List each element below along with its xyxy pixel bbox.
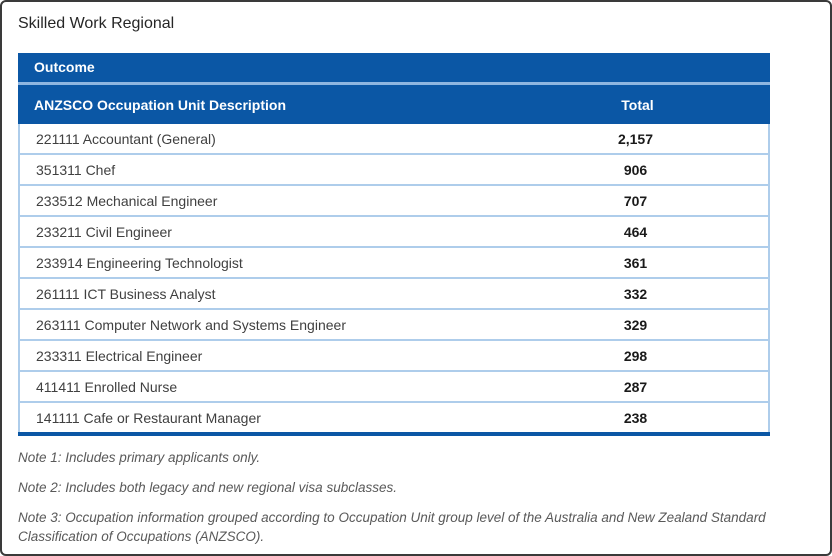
outcome-table: Outcome ANZSCO Occupation Unit Descripti… (18, 53, 770, 436)
note-2: Note 2: Includes both legacy and new reg… (18, 480, 397, 495)
cell-description: 233311 Electrical Engineer (36, 347, 203, 364)
page-title: Skilled Work Regional (18, 15, 175, 32)
cell-total: 329 (623, 316, 648, 333)
table-row: 233211 Civil Engineer 464 (20, 217, 768, 248)
cell-total: 298 (623, 347, 648, 364)
cell-description: 221111 Accountant (General) (36, 130, 216, 147)
cell-total: 906 (623, 161, 648, 178)
note-1: Note 1: Includes primary applicants only… (18, 450, 261, 465)
cell-description: 263111 Computer Network and Systems Engi… (36, 316, 346, 333)
cell-description: 233512 Mechanical Engineer (36, 192, 218, 209)
cell-description: 233211 Civil Engineer (36, 223, 172, 240)
cell-total: 287 (623, 378, 648, 395)
table-row: 221111 Accountant (General) 2,157 (20, 124, 768, 155)
cell-description: 141111 Cafe or Restaurant Manager (36, 409, 261, 426)
cell-total: 2,157 (617, 130, 654, 147)
notes-section: Note 1: Includes primary applicants only… (18, 448, 814, 546)
cell-description: 351311 Chef (36, 161, 116, 178)
cell-total: 707 (623, 192, 648, 209)
table-row: 233914 Engineering Technologist 361 (20, 248, 768, 279)
cell-description: 261111 ICT Business Analyst (36, 285, 216, 302)
table-row: 233512 Mechanical Engineer 707 (20, 186, 768, 217)
table-caption: Outcome (18, 53, 770, 85)
table-body: 221111 Accountant (General) 2,157 351311 C… (18, 124, 770, 432)
cell-description: 233914 Engineering Technologist (36, 254, 243, 271)
table-row: 141111 Cafe or Restaurant Manager 238 (20, 403, 768, 432)
table-bottom-border (18, 432, 770, 436)
column-header-description: ANZSCO Occupation Unit Description (34, 96, 287, 113)
column-header-total: Total (621, 96, 654, 113)
table-header-row: ANZSCO Occupation Unit Description Total (18, 85, 770, 124)
table-row: 233311 Electrical Engineer 298 (20, 341, 768, 372)
table-row: 411411 Enrolled Nurse 287 (20, 372, 768, 403)
cell-description: 411411 Enrolled Nurse (36, 378, 178, 395)
cell-total: 238 (623, 409, 648, 426)
table-row: 261111 ICT Business Analyst 332 (20, 279, 768, 310)
cell-total: 361 (623, 254, 648, 271)
cell-total: 332 (623, 285, 648, 302)
cell-total: 464 (623, 223, 648, 240)
table-row: 263111 Computer Network and Systems Engi… (20, 310, 768, 341)
table-row: 351311 Chef 906 (20, 155, 768, 186)
note-3: Note 3: Occupation information grouped a… (18, 510, 766, 544)
